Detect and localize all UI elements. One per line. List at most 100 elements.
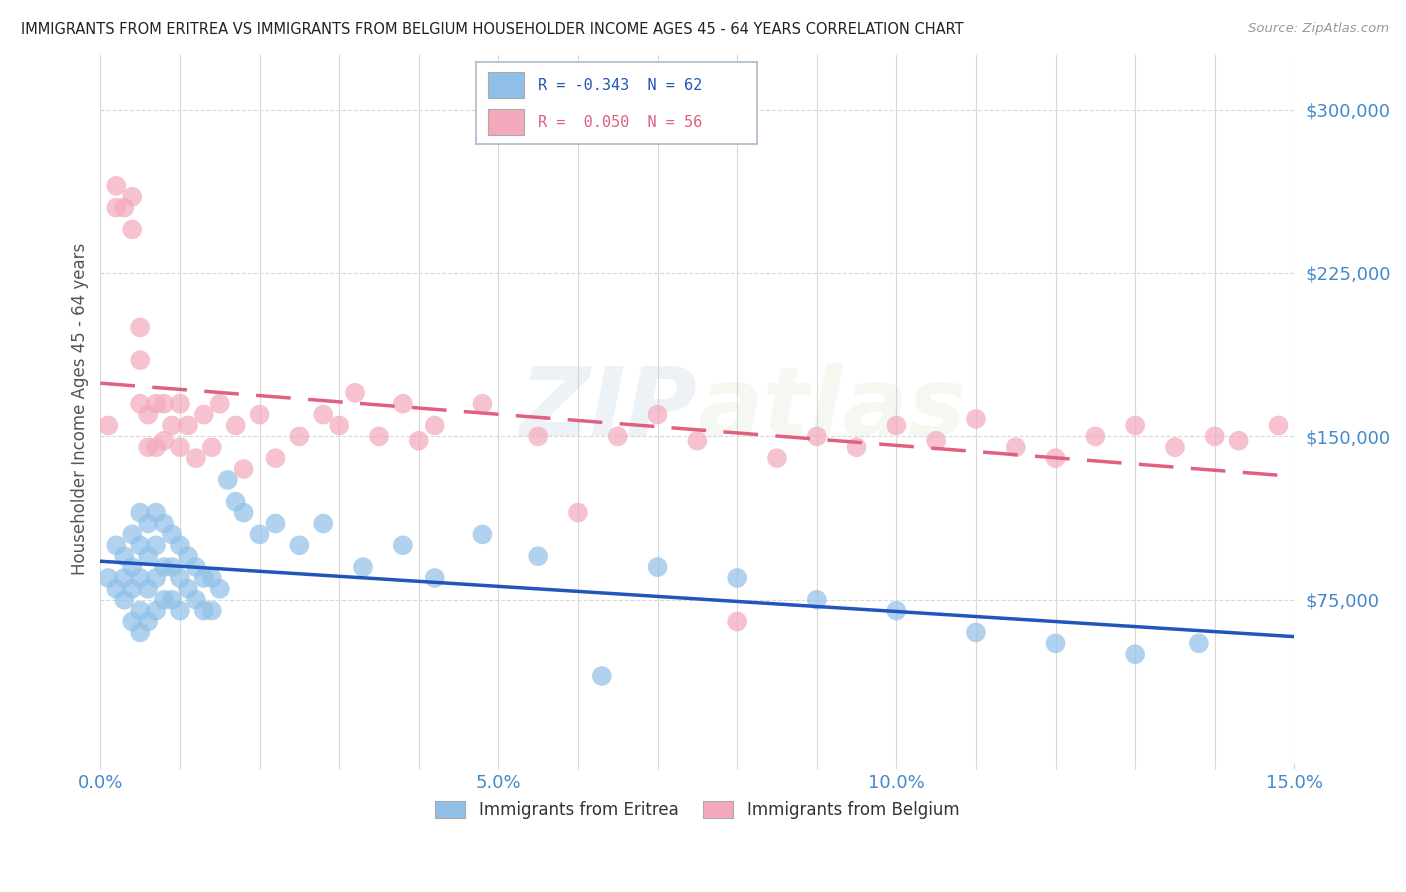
Point (408, 434, 430, 448)
Point (606, 429, 628, 443)
Point (97, 571, 120, 585)
Point (129, 571, 152, 585)
Point (423, 571, 446, 585)
Point (145, 571, 167, 585)
Point (177, 582, 200, 596)
Point (193, 408, 215, 422)
Point (201, 571, 224, 585)
Point (97, 418, 120, 433)
Point (725, 615, 748, 629)
Point (184, 451, 207, 466)
Point (1045, 636, 1067, 650)
Point (392, 397, 415, 411)
Point (129, 320, 152, 334)
Point (129, 506, 152, 520)
Point (153, 592, 176, 607)
Point (184, 592, 207, 607)
Point (177, 549, 200, 564)
Point (1267, 418, 1289, 433)
Point (153, 560, 176, 574)
Point (591, 669, 613, 683)
Point (121, 190, 143, 204)
Point (169, 440, 191, 454)
Point (1123, 418, 1146, 433)
Point (225, 494, 247, 508)
Point (567, 506, 589, 520)
Point (129, 353, 152, 368)
Point (886, 604, 908, 618)
Point (925, 434, 948, 448)
Text: Source: ZipAtlas.com: Source: ZipAtlas.com (1249, 22, 1389, 36)
Point (136, 516, 159, 531)
Point (647, 560, 669, 574)
Point (169, 571, 191, 585)
Y-axis label: Householder Income Ages 45 - 64 years: Householder Income Ages 45 - 64 years (72, 243, 89, 575)
Point (1188, 636, 1211, 650)
Point (136, 582, 159, 596)
Point (153, 516, 176, 531)
Point (136, 440, 159, 454)
Point (471, 527, 494, 541)
Point (232, 462, 254, 476)
Point (129, 538, 152, 552)
Point (105, 201, 128, 215)
Point (129, 625, 152, 640)
Text: ZIP: ZIP (519, 363, 697, 456)
Point (965, 412, 987, 426)
Point (160, 592, 183, 607)
Point (177, 418, 200, 433)
Point (201, 440, 224, 454)
Point (1204, 429, 1226, 443)
Point (249, 408, 271, 422)
Point (312, 408, 335, 422)
Point (121, 222, 143, 236)
Point (392, 538, 415, 552)
Point (1045, 451, 1067, 466)
Point (112, 571, 135, 585)
Point (112, 549, 135, 564)
Point (121, 582, 143, 596)
Point (145, 397, 167, 411)
Point (160, 418, 183, 433)
Point (136, 408, 159, 422)
Point (121, 527, 143, 541)
Point (288, 538, 311, 552)
Point (264, 451, 287, 466)
Point (1004, 440, 1026, 454)
Point (368, 429, 391, 443)
Point (112, 592, 135, 607)
Point (208, 582, 231, 596)
Point (121, 560, 143, 574)
Point (105, 178, 128, 193)
Point (225, 418, 247, 433)
Point (344, 385, 367, 400)
Legend: Immigrants from Eritrea, Immigrants from Belgium: Immigrants from Eritrea, Immigrants from… (429, 794, 966, 826)
Text: atlas: atlas (697, 363, 966, 456)
Point (1123, 647, 1146, 661)
Text: IMMIGRANTS FROM ERITREA VS IMMIGRANTS FROM BELGIUM HOUSEHOLDER INCOME AGES 45 - : IMMIGRANTS FROM ERITREA VS IMMIGRANTS FR… (21, 22, 963, 37)
Point (1227, 434, 1250, 448)
Point (264, 516, 287, 531)
Point (845, 440, 868, 454)
Point (423, 418, 446, 433)
Point (193, 604, 215, 618)
Point (169, 604, 191, 618)
Point (129, 604, 152, 618)
Point (160, 560, 183, 574)
Point (145, 506, 167, 520)
Point (766, 451, 789, 466)
Point (136, 549, 159, 564)
Point (153, 434, 176, 448)
Point (169, 538, 191, 552)
Point (121, 615, 143, 629)
Point (686, 434, 709, 448)
Point (328, 418, 350, 433)
Point (160, 527, 183, 541)
Point (886, 418, 908, 433)
Point (153, 397, 176, 411)
Point (527, 429, 550, 443)
Point (105, 538, 128, 552)
Point (806, 592, 828, 607)
Point (184, 560, 207, 574)
Point (145, 604, 167, 618)
